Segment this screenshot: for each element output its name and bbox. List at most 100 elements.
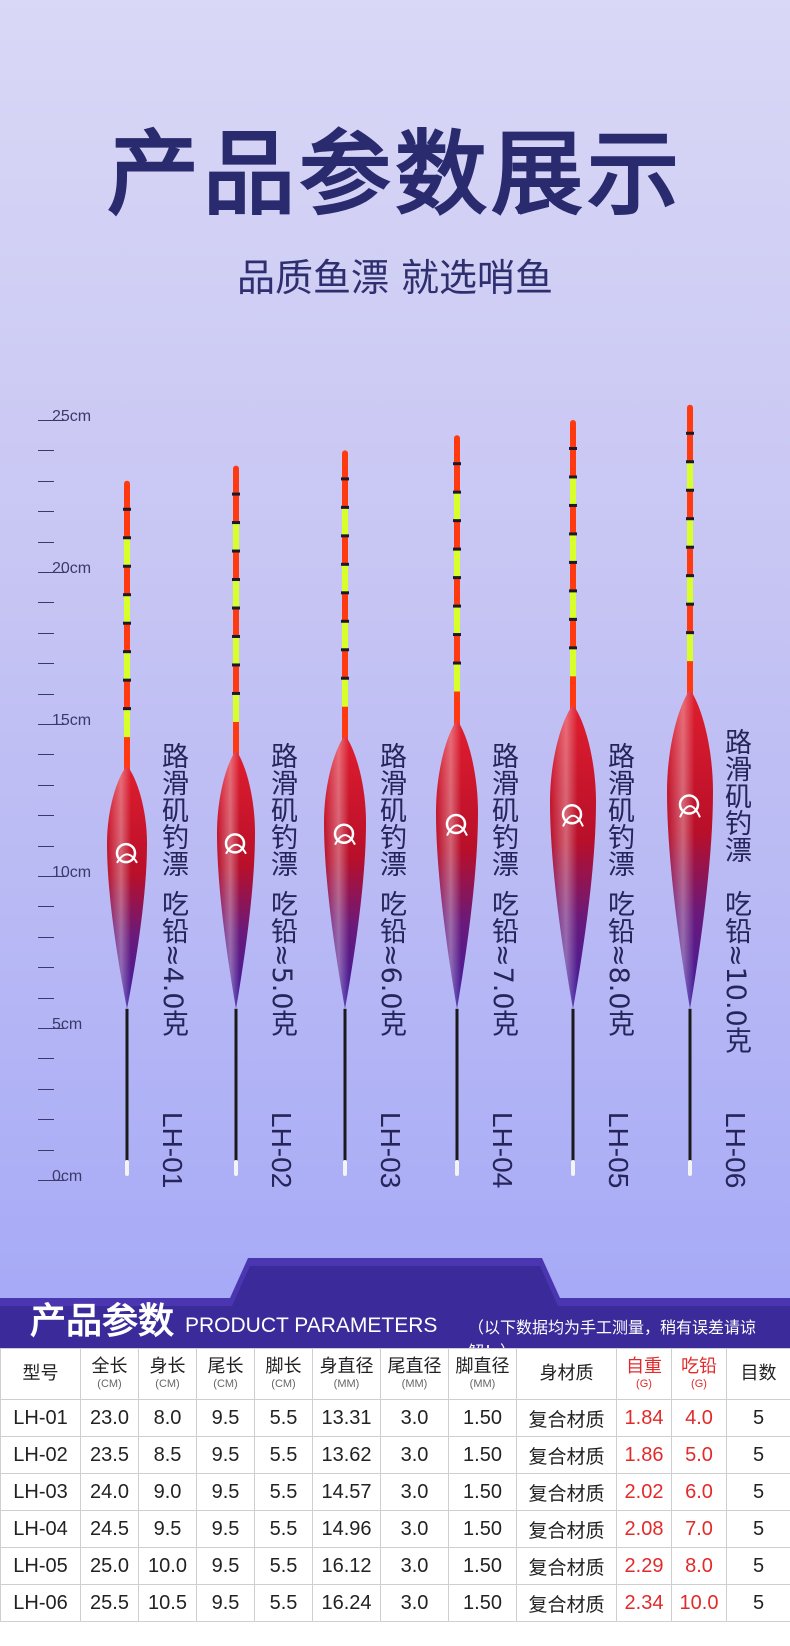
float-foot [234, 1008, 238, 1162]
ruler-tick [38, 967, 54, 969]
ruler-label: 10cm [52, 864, 92, 881]
float-band [687, 632, 693, 662]
float-band-mark [453, 462, 461, 466]
float-band [454, 663, 460, 692]
float-name-label: 路滑矶钓漂 [720, 728, 751, 863]
float-band-mark [123, 507, 131, 511]
header-unit: (CM) [97, 1378, 122, 1390]
float-band-mark [453, 633, 461, 637]
float-name-label: 路滑矶钓漂 [266, 742, 297, 877]
table-cell: 9.5 [196, 1510, 255, 1548]
logo-icon [333, 823, 355, 844]
table-row: LH-05 25.0 10.0 9.5 5.5 16.12 3.0 1.50 复合材质 2.29 8… [0, 1547, 790, 1585]
float-band [570, 647, 576, 677]
table-header-row: 型号 全长 (CM) 身长 (CM) 尾长 (CM) 脚长 (CM) 身直径 (MM) 尾直径 (MM)… [0, 1348, 790, 1400]
table-cell: 8.0 [671, 1547, 727, 1585]
float-band-mark [232, 578, 240, 582]
table-cell: 5.5 [254, 1547, 313, 1585]
float-body [436, 720, 478, 1009]
float-band-mark [232, 492, 240, 496]
table-header-cell: 目数 [726, 1348, 790, 1400]
header-label: 脚长 [265, 1356, 302, 1377]
ruler-tick [38, 997, 54, 999]
float-band-mark [686, 602, 694, 606]
logo-icon [561, 803, 583, 825]
table-cell: 复合材质 [516, 1547, 617, 1585]
ruler-tick [38, 1180, 64, 1181]
float-band-mark [569, 617, 577, 621]
table-cell: 25.5 [80, 1584, 139, 1622]
table-cell: 16.24 [312, 1584, 381, 1622]
table-header-cell: 脚长 (CM) [254, 1348, 313, 1400]
float-band-mark [232, 691, 240, 695]
ruler-tick [38, 602, 54, 604]
table-cell: 3.0 [380, 1473, 449, 1511]
float-band-mark [341, 505, 349, 509]
header-label: 尾直径 [387, 1356, 442, 1377]
table-cell: 13.31 [312, 1399, 381, 1437]
float-foot-tip [455, 1160, 459, 1176]
ruler-tick [38, 632, 54, 634]
table-cell: 10.5 [138, 1584, 197, 1622]
float-lead-label: 吃铅≈10.0克 [720, 890, 751, 1054]
float-band-mark [453, 661, 461, 665]
float-body-shine [107, 765, 147, 1009]
table-cell: 3.0 [380, 1547, 449, 1585]
ruler-tick [38, 906, 54, 908]
float-band-mark [569, 560, 577, 564]
float-model-label: LH-06 [720, 1112, 751, 1189]
float-band [124, 594, 130, 624]
float-band [342, 678, 348, 707]
table-cell: LH-03 [0, 1473, 81, 1511]
header-label: 身长 [149, 1356, 186, 1377]
float-band [687, 518, 693, 548]
table-cell: 5 [726, 1547, 790, 1585]
float-band [570, 590, 576, 620]
ruler-tick [38, 936, 54, 938]
table-row: LH-06 25.5 10.5 9.5 5.5 16.24 3.0 1.50 复合材质 2.34 1… [0, 1584, 790, 1622]
float-body-shine [217, 750, 255, 1009]
float-antenna [454, 435, 460, 730]
header-label: 自重 [626, 1356, 662, 1377]
header-unit: (MM) [401, 1378, 428, 1390]
float-band [454, 549, 460, 578]
table-cell: 7.0 [671, 1510, 727, 1548]
table-cell: 10.0 [138, 1547, 197, 1585]
header-label: 尾长 [207, 1356, 244, 1377]
float-band-mark [123, 678, 131, 682]
float-band [570, 476, 576, 506]
table-header-cell: 全长 (CM) [80, 1348, 139, 1400]
float-band [124, 651, 130, 681]
table-cell: 5.5 [254, 1399, 313, 1437]
header-unit: (G) [691, 1378, 707, 1390]
float-band-mark [569, 503, 577, 507]
ruler-tick [38, 1058, 54, 1060]
header-label: 脚直径 [455, 1356, 510, 1377]
float-band-mark [453, 604, 461, 608]
table-cell: 5.0 [671, 1436, 727, 1474]
float-foot-tip [125, 1160, 129, 1176]
float-band [233, 522, 239, 552]
header-label: 吃铅 [681, 1356, 717, 1377]
table-cell: 23.0 [80, 1399, 139, 1437]
ruler-tick [38, 1149, 54, 1151]
ruler-tick [38, 845, 54, 847]
logo-icon [678, 794, 700, 815]
float-band-mark [123, 621, 131, 625]
table-cell: 24.5 [80, 1510, 139, 1548]
ruler-label: 0cm [52, 1168, 83, 1185]
logo-wave-icon [225, 843, 247, 855]
table-cell: 1.50 [448, 1473, 517, 1511]
table-cell: 2.29 [616, 1547, 672, 1585]
table-header-cell: 型号 [0, 1348, 81, 1400]
float-model-label: LH-05 [603, 1112, 634, 1189]
ruler-tick [38, 420, 64, 421]
header-unit: (CM) [271, 1378, 296, 1390]
table-cell: 9.5 [196, 1473, 255, 1511]
table-cell: 25.0 [80, 1547, 139, 1585]
float-lead-label: 吃铅≈7.0克 [487, 890, 518, 1037]
table-cell: 复合材质 [516, 1473, 617, 1511]
float-lead-label: 吃铅≈8.0克 [603, 890, 634, 1037]
float-band [233, 579, 239, 608]
float-band [570, 533, 576, 563]
